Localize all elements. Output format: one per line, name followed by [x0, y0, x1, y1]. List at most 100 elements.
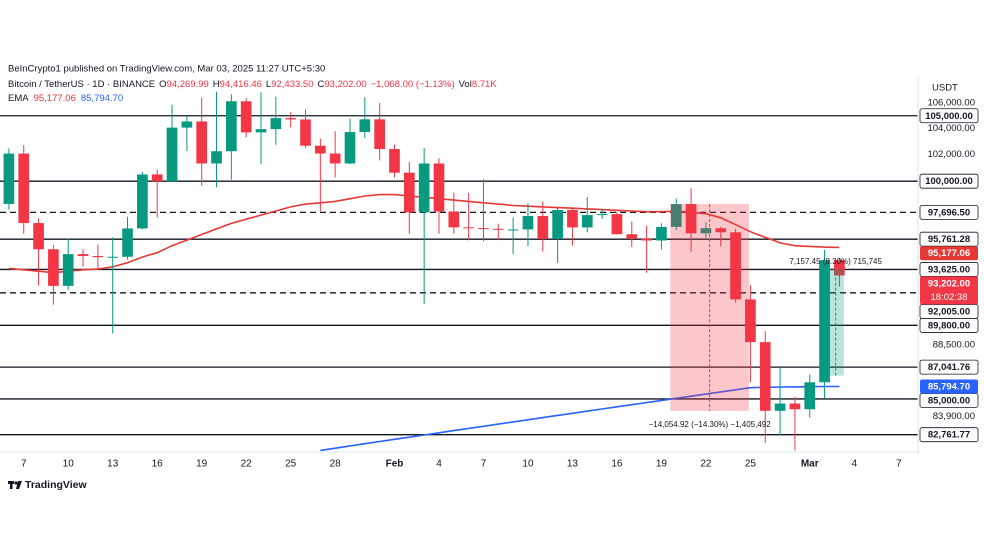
x-tick-label: 7 [21, 459, 27, 470]
candle-body [344, 132, 356, 164]
plot-area [0, 91, 918, 452]
measure-box [827, 269, 844, 376]
level-label: 100,000.00 [925, 176, 973, 187]
candle-body [226, 101, 237, 152]
x-tick-label: Feb [386, 459, 404, 470]
candle-body [552, 210, 563, 239]
ohlc-value: 94,269.99 [167, 79, 209, 90]
x-tick-label: 19 [656, 459, 668, 470]
candle-body [122, 228, 133, 257]
candle-body [285, 118, 297, 120]
candle-body [448, 211, 460, 228]
candle-body [522, 216, 534, 230]
symbol-legend: Bitcoin / TetherUS · 1D · BINANCE O94,269… [8, 79, 497, 90]
ema-key: EMA [8, 93, 29, 104]
x-tick-label: 4 [851, 459, 857, 470]
level-label-box [919, 204, 979, 220]
level-label: 82,761.77 [928, 430, 970, 441]
ohlc-value: 94,416.46 [220, 79, 262, 90]
candle-body [685, 204, 697, 234]
x-tick-label: 22 [700, 459, 712, 470]
candle-body [567, 210, 578, 228]
level-label: 87,041.76 [928, 362, 970, 373]
candle-body [656, 226, 667, 241]
x-tick-label: 13 [107, 459, 119, 470]
candle-body [834, 260, 845, 276]
candle-body [611, 214, 623, 235]
candle-body [433, 163, 445, 212]
candle-body [374, 119, 385, 150]
candle-body [418, 163, 430, 213]
x-tick-label: 19 [196, 459, 208, 470]
candle-body [77, 254, 89, 257]
candle-body [62, 254, 74, 286]
price-axis: 106,000.00 104,000.00 102,000.00 88,500.00 8… [919, 98, 979, 443]
level-label: 105,000.00 [925, 111, 973, 122]
level-label: 92,005.00 [928, 306, 970, 317]
y-tick-label: 106,000.00 [927, 98, 975, 109]
candle-body [18, 153, 30, 224]
candle-body [507, 229, 519, 231]
candle-body [715, 228, 727, 233]
candle-body [151, 174, 163, 182]
y-tick-label: 88,500.00 [933, 339, 975, 350]
symbol: Bitcoin / TetherUS · 1D · BINANCE [8, 79, 155, 90]
level-label-box [919, 173, 979, 189]
candle-body [196, 121, 208, 164]
candle-body [359, 119, 371, 133]
x-tick-label: 25 [745, 459, 757, 470]
candle-body [596, 214, 608, 216]
logo-part [10, 481, 13, 489]
candle-body [181, 121, 193, 128]
ohlc-key: C [317, 79, 324, 90]
x-tick-label: 10 [522, 459, 534, 470]
candle-body [745, 299, 756, 343]
x-tick-label: 10 [63, 459, 75, 470]
ohlc-value: 92,433.50 [271, 79, 313, 90]
level-label-box [919, 427, 979, 443]
candle-body [240, 101, 252, 133]
candle-body [166, 127, 178, 182]
candle-body [300, 119, 311, 146]
currency: USDT [932, 83, 958, 94]
level-label: 85,000.00 [928, 395, 970, 406]
ema-legend: EMA 95,177.06 85,794.70 [8, 93, 123, 104]
candle-body [92, 256, 104, 258]
candle-body [389, 149, 400, 173]
level-label: 89,800.00 [928, 320, 970, 331]
level-label-box [919, 318, 979, 333]
candle-body [3, 153, 15, 204]
candle-body [137, 174, 148, 229]
candle-body [774, 403, 786, 411]
candle-body [48, 249, 59, 286]
x-tick-label: 16 [611, 459, 623, 470]
candle-body [641, 238, 652, 241]
candle-body [478, 228, 489, 230]
level-label: 97,696.50 [928, 207, 970, 218]
x-tick-label: 7 [896, 459, 902, 470]
x-tick-label: 28 [330, 459, 342, 470]
candle-body [107, 256, 119, 258]
level-label-box [919, 108, 979, 124]
published-note: BeInCrypto1 published on TradingView.com… [8, 64, 325, 75]
y-tick-label: 83,900.00 [933, 411, 975, 422]
x-tick-label: 7 [481, 459, 487, 470]
ema-price-label: 95,177.06 [928, 248, 970, 259]
candle-body [819, 260, 830, 383]
footer-brand: TradingView [25, 479, 87, 491]
candle-body [537, 216, 549, 239]
logo-part [16, 481, 22, 489]
x-tick-label: 4 [436, 459, 442, 470]
vol-key: Vol [459, 79, 472, 90]
candle-body [730, 232, 741, 300]
ema-price-label-box [920, 379, 978, 394]
candle-body [329, 153, 341, 164]
candle-body [492, 228, 504, 230]
ohlc-key: L [266, 79, 271, 90]
candle-body [581, 215, 593, 228]
ema-value: 95,177.06 [34, 93, 76, 104]
x-tick-label: 22 [241, 459, 253, 470]
vol-value: 8.71K [472, 79, 497, 90]
ema-price-label-box [920, 246, 978, 261]
